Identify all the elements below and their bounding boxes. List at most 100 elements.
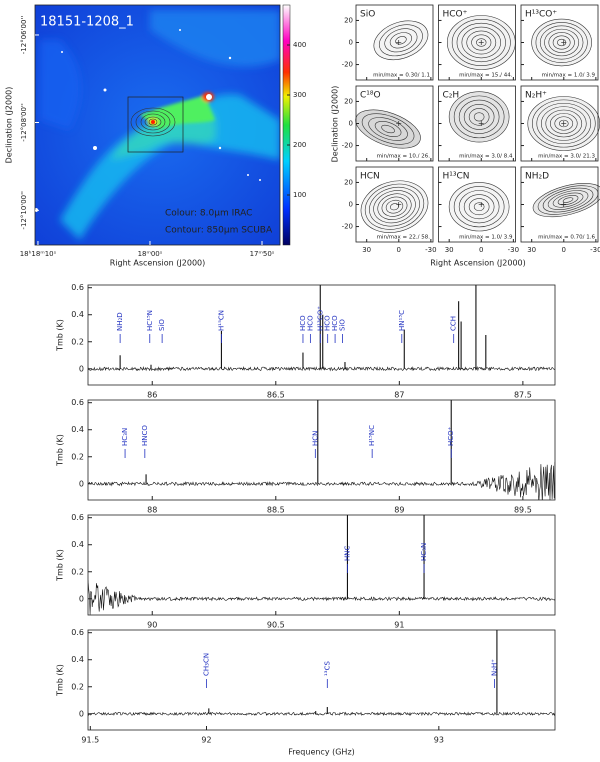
panel-minmax: min/max = 10./ 26.	[377, 154, 431, 160]
line-label: HCN	[311, 431, 319, 446]
line-label: H¹⁵CN	[217, 310, 225, 331]
line-label: CH₃CN	[202, 653, 210, 676]
panel-label: H¹³CN	[443, 172, 470, 182]
x-tick-label: 30	[362, 246, 371, 254]
contour	[468, 108, 490, 126]
center-cross: +	[395, 200, 402, 209]
colorbar-tick-label: 400	[293, 41, 306, 49]
contour-panel: + N₂H⁺ min/max = 3.0/ 21.3	[520, 85, 600, 162]
contour	[471, 34, 492, 51]
line-label: H¹⁵NC	[368, 425, 376, 446]
panel-minmax: min/max = 1.0/ 3.9	[542, 73, 596, 79]
y-tick-label: 0.6	[71, 398, 84, 407]
panel-label: N₂H⁺	[525, 91, 547, 101]
panel-label: HCN	[360, 172, 380, 182]
x-tick-label: -30	[508, 246, 519, 254]
center-cross: +	[560, 119, 567, 128]
map-title: 18151-1208_1	[40, 15, 134, 30]
frame	[87, 514, 556, 616]
y-tick-label: 0	[349, 201, 353, 209]
x-axis-label: Right Ascension (J2000)	[430, 259, 526, 268]
x-tick-label: 87	[394, 391, 404, 400]
contour	[531, 99, 596, 148]
y-tick-label: 0.4	[71, 655, 84, 664]
center-cross: +	[478, 200, 485, 209]
line-label: CCH	[450, 316, 458, 331]
contour	[562, 197, 574, 203]
baseline-noise	[88, 580, 555, 615]
frame	[87, 629, 556, 731]
contour	[539, 25, 584, 60]
contour	[360, 180, 429, 233]
frame	[34, 4, 281, 246]
line-label: H¹³CO⁺	[316, 306, 324, 331]
panel-label: HCO⁺	[443, 10, 468, 20]
y-axis-label: Tmb (K)	[56, 434, 65, 467]
contour	[549, 113, 578, 134]
y-axis-label: Tmb (K)	[56, 549, 65, 582]
contour	[552, 35, 571, 50]
center-cross: +	[395, 119, 402, 128]
contour	[473, 202, 485, 212]
panel-minmax: min/max = 3.0/ 21.3	[538, 154, 595, 160]
y-tick-label: 20	[344, 178, 353, 186]
contour	[458, 99, 500, 134]
line-label: HCO	[306, 315, 314, 331]
contour	[557, 38, 567, 47]
x-tick-label: 18ᵐ00ˢ	[138, 250, 163, 258]
contour	[384, 28, 418, 53]
x-tick-label: 92	[201, 736, 211, 745]
x-tick-label: 86	[147, 391, 157, 400]
x-tick-label: 87.5	[514, 391, 532, 400]
line-label: HNC	[343, 546, 351, 562]
contour	[378, 24, 423, 57]
contour	[535, 22, 588, 63]
contour	[451, 19, 511, 66]
y-tick-label: 0.6	[71, 628, 84, 637]
contour-panel: + SiO min/max = 0.30/ 1.1 20 0 -20	[342, 4, 434, 81]
panel-minmax: min/max = 15./ 44.	[459, 73, 513, 79]
panel-label: C¹⁸O	[360, 91, 381, 101]
contour	[364, 183, 425, 230]
y-axis-label: Declination (J2000)	[5, 87, 14, 164]
contour-panel: + H¹³CO⁺ min/max = 1.0/ 3.9	[520, 4, 599, 81]
y-tick-label: -12°08'00''	[20, 103, 28, 142]
contour	[368, 117, 408, 141]
contour-panel: + NH₂D min/max = 0.70/ 1.630 0 -30	[520, 166, 600, 254]
contour	[463, 103, 495, 130]
line-label: HCO⁺	[447, 426, 455, 446]
contour	[547, 190, 589, 210]
y-tick-label: 0	[349, 39, 353, 47]
infrared-map	[35, 5, 280, 245]
contour	[448, 91, 510, 143]
contour	[536, 102, 592, 145]
x-tick-label: 89.5	[514, 506, 532, 515]
contour	[373, 20, 429, 61]
center-cross: +	[478, 38, 485, 47]
y-axis-label: Declination (J2000)	[331, 86, 340, 163]
panel-label: NH₂D	[525, 172, 549, 182]
contour	[385, 199, 404, 214]
x-tick-label: 93	[434, 736, 444, 745]
contour	[461, 26, 502, 59]
contour	[381, 196, 408, 217]
panel-label: SiO	[360, 10, 375, 20]
x-tick-label: 86.5	[267, 391, 285, 400]
y-tick-label: -20	[342, 142, 353, 150]
contour	[453, 186, 505, 228]
panel-minmax: min/max = 22./ 58.	[377, 235, 431, 241]
baseline-noise	[88, 366, 555, 372]
panel-label: H¹³CO⁺	[525, 10, 557, 20]
x-tick-label: 30	[527, 246, 536, 254]
y-tick-label: 0	[349, 120, 353, 128]
panel-minmax: min/max = 1.0/ 3.9	[459, 235, 513, 241]
line-label: SiO	[158, 319, 166, 331]
x-axis-label: Right Ascension (J2000)	[110, 259, 206, 268]
contour	[458, 190, 500, 224]
y-tick-label: 0	[79, 709, 84, 718]
line-label: HNCO	[141, 425, 149, 446]
y-tick-label: 0.6	[71, 283, 84, 292]
contour	[473, 112, 485, 122]
contour	[361, 113, 415, 145]
